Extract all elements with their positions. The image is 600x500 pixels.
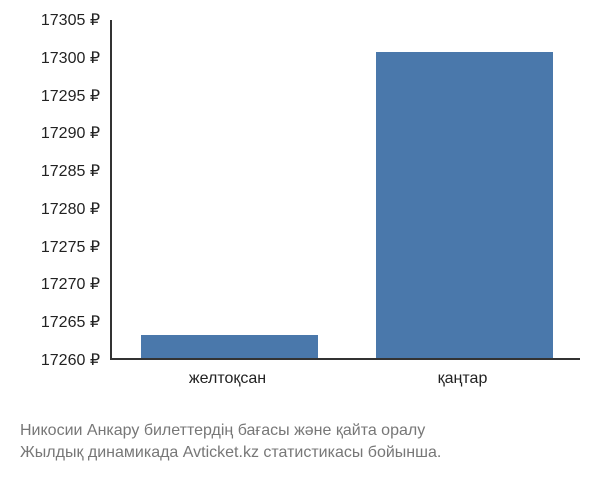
- caption-line-2: Жылдық динамикада Avticket.kz статистика…: [20, 442, 580, 464]
- caption-line-1: Никосии Анкару билеттердің бағасы және қ…: [20, 420, 580, 442]
- y-tick-label: 17295 ₽: [41, 86, 100, 106]
- y-tick-label: 17300 ₽: [41, 48, 100, 68]
- y-tick-label: 17265 ₽: [41, 312, 100, 332]
- chart-caption: Никосии Анкару билеттердің бағасы және қ…: [20, 420, 580, 465]
- x-tick-label: желтоқсан: [189, 370, 266, 388]
- y-tick-label: 17270 ₽: [41, 274, 100, 294]
- bar: [376, 52, 552, 358]
- plot-area: [110, 20, 580, 360]
- bar: [141, 335, 317, 358]
- x-tick-label: қаңтар: [438, 370, 488, 388]
- y-tick-label: 17290 ₽: [41, 123, 100, 143]
- y-tick-label: 17275 ₽: [41, 237, 100, 257]
- chart-container: 17260 ₽ 17265 ₽ 17270 ₽ 17275 ₽ 17280 ₽ 17285…: [20, 20, 580, 400]
- x-axis-labels: желтоқсан қаңтар: [110, 370, 580, 400]
- y-tick-label: 17285 ₽: [41, 161, 100, 181]
- y-tick-label: 17305 ₽: [41, 10, 100, 30]
- y-tick-label: 17260 ₽: [41, 350, 100, 370]
- y-axis: 17260 ₽17265 ₽17270 ₽17275 ₽17280 ₽17285…: [20, 20, 110, 360]
- y-tick-label: 17280 ₽: [41, 199, 100, 219]
